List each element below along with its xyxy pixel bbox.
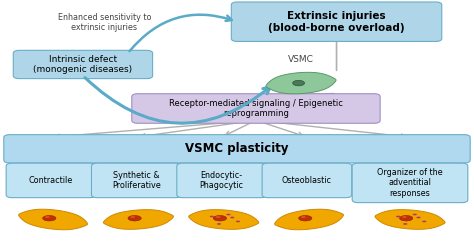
Ellipse shape xyxy=(128,216,141,221)
Text: Receptor-mediated signaling / Epigenetic
reprogramming: Receptor-mediated signaling / Epigenetic… xyxy=(169,99,343,118)
Ellipse shape xyxy=(412,214,417,215)
Text: Osteoblastic: Osteoblastic xyxy=(282,176,332,185)
Ellipse shape xyxy=(396,216,400,217)
FancyBboxPatch shape xyxy=(13,50,153,79)
Ellipse shape xyxy=(210,216,214,217)
Text: Contractile: Contractile xyxy=(29,176,73,185)
Ellipse shape xyxy=(299,216,312,221)
FancyBboxPatch shape xyxy=(6,163,96,198)
Ellipse shape xyxy=(301,216,306,218)
PathPatch shape xyxy=(189,210,259,229)
FancyBboxPatch shape xyxy=(132,94,380,123)
FancyBboxPatch shape xyxy=(262,163,352,198)
PathPatch shape xyxy=(274,209,344,230)
Ellipse shape xyxy=(402,216,407,218)
Ellipse shape xyxy=(43,216,56,221)
Ellipse shape xyxy=(230,217,234,218)
Ellipse shape xyxy=(45,216,50,218)
Ellipse shape xyxy=(217,223,221,225)
Ellipse shape xyxy=(216,216,220,218)
Ellipse shape xyxy=(400,216,413,221)
Text: Intrinsic defect
(monogenic diseases): Intrinsic defect (monogenic diseases) xyxy=(33,55,133,74)
Text: Organizer of the
adventitial
responses: Organizer of the adventitial responses xyxy=(377,168,443,198)
FancyBboxPatch shape xyxy=(352,163,468,203)
Ellipse shape xyxy=(292,80,304,86)
Text: Enhanced sensitivity to
extrinsic injuries: Enhanced sensitivity to extrinsic injuri… xyxy=(57,13,151,32)
Ellipse shape xyxy=(226,214,230,215)
FancyBboxPatch shape xyxy=(231,2,442,41)
Ellipse shape xyxy=(417,217,421,218)
PathPatch shape xyxy=(375,210,445,229)
Ellipse shape xyxy=(130,216,135,218)
FancyBboxPatch shape xyxy=(177,163,266,198)
PathPatch shape xyxy=(18,209,88,230)
PathPatch shape xyxy=(103,210,173,229)
Ellipse shape xyxy=(236,221,240,222)
Text: VSMC plasticity: VSMC plasticity xyxy=(185,142,289,155)
Text: Synthetic &
Proliferative: Synthetic & Proliferative xyxy=(112,171,161,190)
FancyBboxPatch shape xyxy=(91,163,181,198)
Text: Extrinsic injuries
(blood-borne overload): Extrinsic injuries (blood-borne overload… xyxy=(268,11,405,32)
FancyBboxPatch shape xyxy=(4,135,470,163)
Ellipse shape xyxy=(213,216,227,221)
PathPatch shape xyxy=(266,72,336,94)
Ellipse shape xyxy=(403,223,407,225)
Text: Endocytic-
Phagocytic: Endocytic- Phagocytic xyxy=(200,171,244,190)
Ellipse shape xyxy=(422,221,427,222)
Text: VSMC: VSMC xyxy=(288,56,314,64)
